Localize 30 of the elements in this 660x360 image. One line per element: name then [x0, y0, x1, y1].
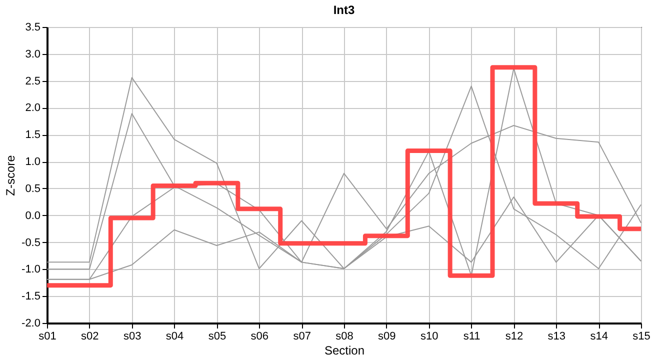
x-tick-label: s08: [336, 330, 354, 342]
y-tick-label: -1.0: [22, 264, 40, 276]
y-tick-label: 3.5: [25, 22, 40, 34]
x-tick-label: s07: [293, 330, 311, 342]
y-tick-label: 2.0: [25, 102, 40, 114]
x-axis-title: Section: [324, 344, 365, 358]
y-tick-label: 0.5: [25, 182, 40, 195]
y-tick-label: -1.5: [22, 290, 40, 303]
y-tick-label: 1.0: [25, 156, 40, 168]
x-tick-label: s11: [463, 330, 480, 342]
x-tick-label: s13: [548, 330, 566, 342]
y-tick-label: -0.5: [22, 236, 40, 249]
x-tick-label: s02: [81, 330, 99, 342]
x-tick-label: s12: [505, 330, 524, 342]
y-tick-label: 0.0: [25, 210, 40, 222]
x-tick-label: s01: [38, 330, 56, 342]
x-tick-label: s10: [420, 330, 438, 342]
y-axis-title: Z-score: [4, 154, 18, 196]
x-tick-label: s03: [123, 330, 142, 342]
x-tick-label: s09: [378, 330, 396, 342]
y-tick-label: 3.0: [25, 48, 40, 60]
y-tick-label: -2.0: [22, 318, 40, 330]
x-tick-label: s05: [208, 330, 226, 342]
x-tick-label: s14: [590, 330, 608, 342]
y-tick-label: 1.5: [25, 129, 40, 142]
x-tick-label: s15: [632, 330, 650, 342]
y-tick-label: 2.5: [25, 75, 40, 88]
chart-title: Int3: [333, 3, 355, 17]
x-tick-label: s06: [250, 330, 269, 342]
x-tick-label: s04: [166, 330, 184, 342]
